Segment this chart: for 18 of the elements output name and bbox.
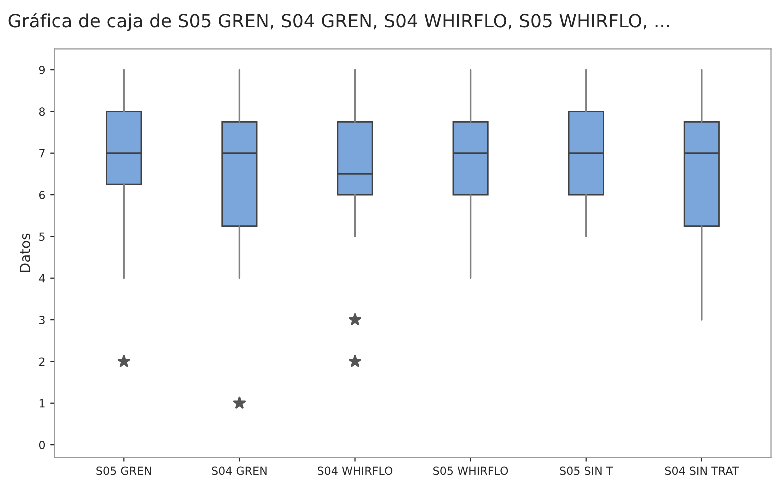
y-tick-label: 5: [40, 232, 45, 242]
y-tick-label: 2: [40, 358, 45, 366]
y-tick-label: 0: [39, 441, 46, 450]
x-tick-label: S05 WHIRFLO: [434, 466, 508, 476]
y-tick-label: 6: [39, 191, 46, 200]
y-tick-label: 3: [40, 316, 45, 324]
x-tick-label: S05 SIN T: [560, 466, 614, 476]
x-tick-label: S04 GREN: [212, 466, 267, 476]
x-tick-label: S04 SIN TRAT: [665, 466, 740, 476]
y-tick-label: 1: [40, 400, 45, 408]
x-tick-label: S04 WHIRFLO: [318, 466, 393, 476]
y-tick-label: 7: [40, 149, 45, 158]
y-tick-label: 8: [39, 108, 46, 116]
y-tick-label: 4: [39, 274, 46, 283]
chart-title: Gráfica de caja de S05 GREN, S04 GREN, S04 WHIRFLO, S05 WHIRFLO, ...: [8, 13, 670, 32]
x-tick-label: S05 GREN: [96, 466, 152, 476]
y-tick-label: 9: [39, 66, 45, 74]
y-axis-title: Datos: [20, 234, 30, 272]
